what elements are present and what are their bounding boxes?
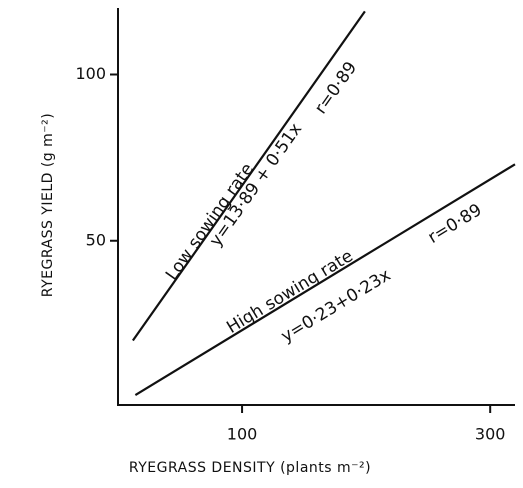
line	[134, 163, 516, 396]
equation-label: y=13·89 + 0·51x	[206, 120, 306, 251]
axes	[117, 8, 515, 406]
r-label: r=0·89	[425, 200, 486, 248]
y-tick-label: 100	[75, 64, 106, 83]
x-tick-label: 100	[227, 425, 258, 444]
y-tick-label: 50	[86, 230, 106, 249]
x-axis-label: RYEGRASS DENSITY (plants m⁻²)	[129, 460, 371, 476]
line-label: Low sowing rate	[162, 160, 258, 285]
x-tick-label: 300	[475, 425, 506, 444]
y-axis-label: RYEGRASS YIELD (g m⁻²)	[40, 113, 56, 298]
line	[131, 10, 366, 342]
r-label: r=0·89	[311, 58, 361, 118]
